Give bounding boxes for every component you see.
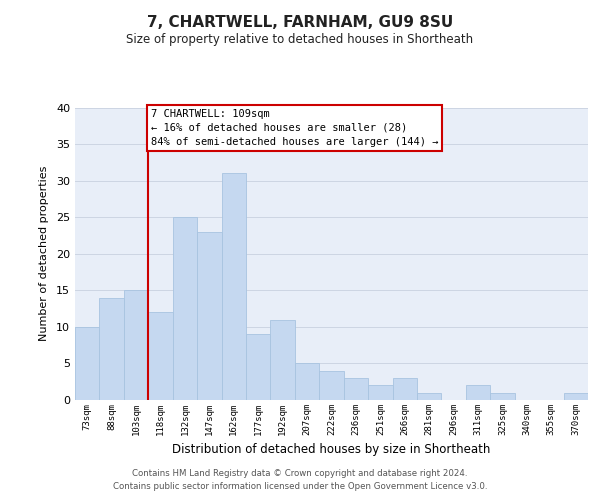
Text: Contains HM Land Registry data © Crown copyright and database right 2024.: Contains HM Land Registry data © Crown c… [132, 470, 468, 478]
Bar [368, 386, 392, 400]
Bar [490, 392, 515, 400]
Text: 7, CHARTWELL, FARNHAM, GU9 8SU: 7, CHARTWELL, FARNHAM, GU9 8SU [147, 15, 453, 30]
Y-axis label: Number of detached properties: Number of detached properties [39, 166, 49, 342]
Text: Contains public sector information licensed under the Open Government Licence v3: Contains public sector information licen… [113, 482, 487, 491]
Bar [344, 378, 368, 400]
Bar [563, 392, 588, 400]
Bar [148, 312, 173, 400]
Bar [124, 290, 148, 400]
Bar [271, 320, 295, 400]
Bar [75, 327, 100, 400]
Bar [466, 386, 490, 400]
Bar [221, 174, 246, 400]
Bar [319, 371, 344, 400]
Bar [417, 392, 442, 400]
Text: Size of property relative to detached houses in Shortheath: Size of property relative to detached ho… [127, 32, 473, 46]
Bar [246, 334, 271, 400]
Bar [173, 217, 197, 400]
Bar [100, 298, 124, 400]
Text: 7 CHARTWELL: 109sqm
← 16% of detached houses are smaller (28)
84% of semi-detach: 7 CHARTWELL: 109sqm ← 16% of detached ho… [151, 109, 438, 147]
Bar [392, 378, 417, 400]
Bar [197, 232, 221, 400]
X-axis label: Distribution of detached houses by size in Shortheath: Distribution of detached houses by size … [172, 444, 491, 456]
Bar [295, 364, 319, 400]
